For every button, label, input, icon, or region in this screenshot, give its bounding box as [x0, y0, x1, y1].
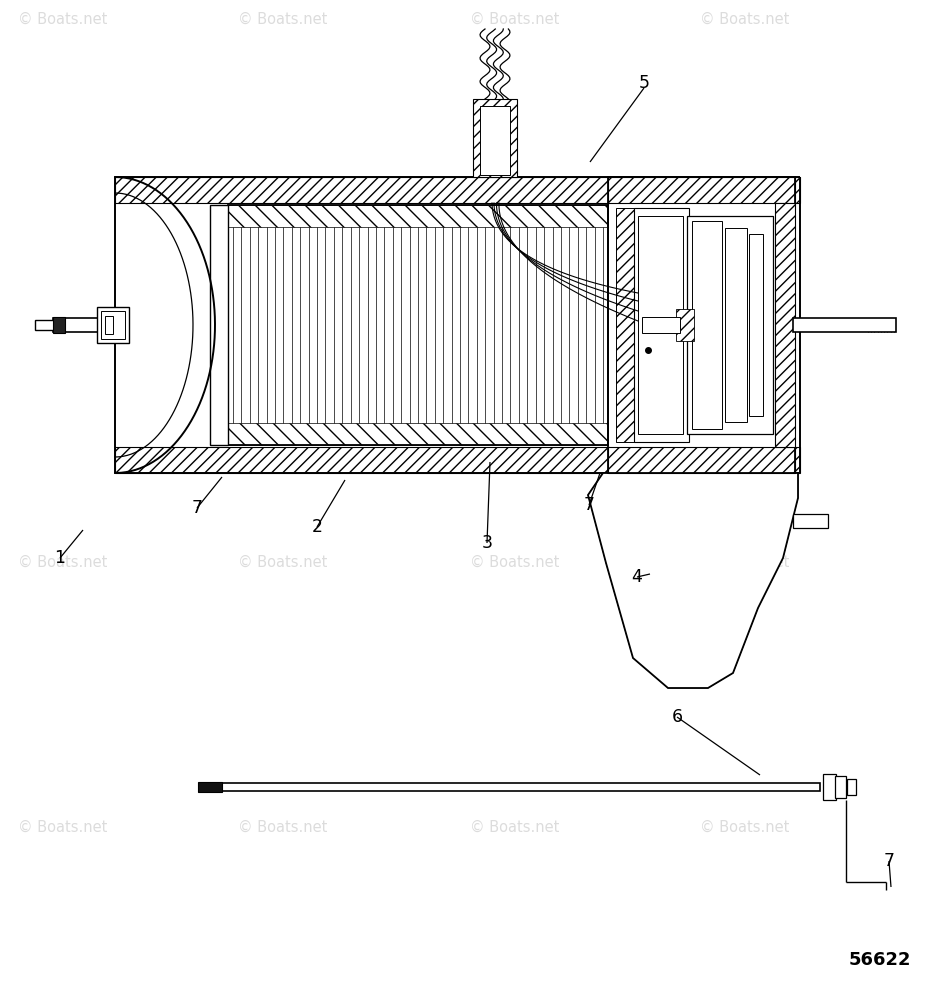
Text: © Boats.net: © Boats.net: [18, 12, 107, 27]
Text: © Boats.net: © Boats.net: [470, 12, 559, 27]
Bar: [608, 177, 795, 473]
Bar: [480, 106, 510, 175]
Bar: [775, 203, 795, 447]
Text: 7: 7: [583, 496, 595, 514]
Bar: [228, 423, 608, 445]
Text: 1: 1: [55, 549, 66, 567]
Bar: [725, 228, 747, 422]
Bar: [115, 447, 800, 473]
Text: © Boats.net: © Boats.net: [470, 555, 559, 570]
Text: © Boats.net: © Boats.net: [238, 820, 327, 835]
Bar: [97, 307, 129, 343]
Bar: [687, 216, 773, 434]
Bar: [823, 774, 836, 800]
Bar: [634, 208, 689, 442]
Bar: [847, 779, 856, 795]
Polygon shape: [588, 473, 798, 688]
Bar: [692, 221, 722, 429]
Bar: [793, 318, 896, 332]
Text: 7: 7: [884, 852, 895, 870]
Bar: [115, 177, 800, 203]
Bar: [793, 514, 828, 528]
Bar: [53, 318, 125, 332]
Bar: [210, 205, 228, 445]
Bar: [638, 216, 683, 434]
Text: © Boats.net: © Boats.net: [238, 555, 327, 570]
Bar: [835, 776, 846, 798]
Bar: [642, 317, 680, 333]
Bar: [228, 205, 608, 227]
Text: 2: 2: [311, 518, 323, 536]
Text: © Boats.net: © Boats.net: [700, 555, 789, 570]
Bar: [228, 205, 608, 445]
Text: 5: 5: [639, 74, 649, 92]
Bar: [749, 234, 763, 416]
Text: 3: 3: [482, 534, 492, 552]
Text: 4: 4: [631, 568, 643, 586]
Bar: [610, 203, 775, 447]
Bar: [671, 208, 687, 442]
Bar: [53, 317, 65, 333]
Bar: [35, 320, 55, 330]
Text: © Boats.net: © Boats.net: [238, 12, 327, 27]
Text: © Boats.net: © Boats.net: [470, 820, 559, 835]
Bar: [101, 311, 125, 339]
Bar: [198, 782, 222, 792]
Bar: [608, 177, 795, 203]
Bar: [115, 203, 800, 447]
Text: © Boats.net: © Boats.net: [18, 555, 107, 570]
Text: © Boats.net: © Boats.net: [700, 12, 789, 27]
Text: 7: 7: [192, 499, 202, 517]
Text: 56622: 56622: [849, 951, 911, 969]
Bar: [608, 447, 795, 473]
Bar: [105, 316, 113, 334]
Text: 6: 6: [672, 708, 682, 726]
Bar: [473, 99, 517, 177]
Bar: [220, 783, 820, 791]
Text: © Boats.net: © Boats.net: [18, 820, 107, 835]
Bar: [676, 309, 694, 341]
Bar: [616, 208, 634, 442]
Text: © Boats.net: © Boats.net: [700, 820, 789, 835]
